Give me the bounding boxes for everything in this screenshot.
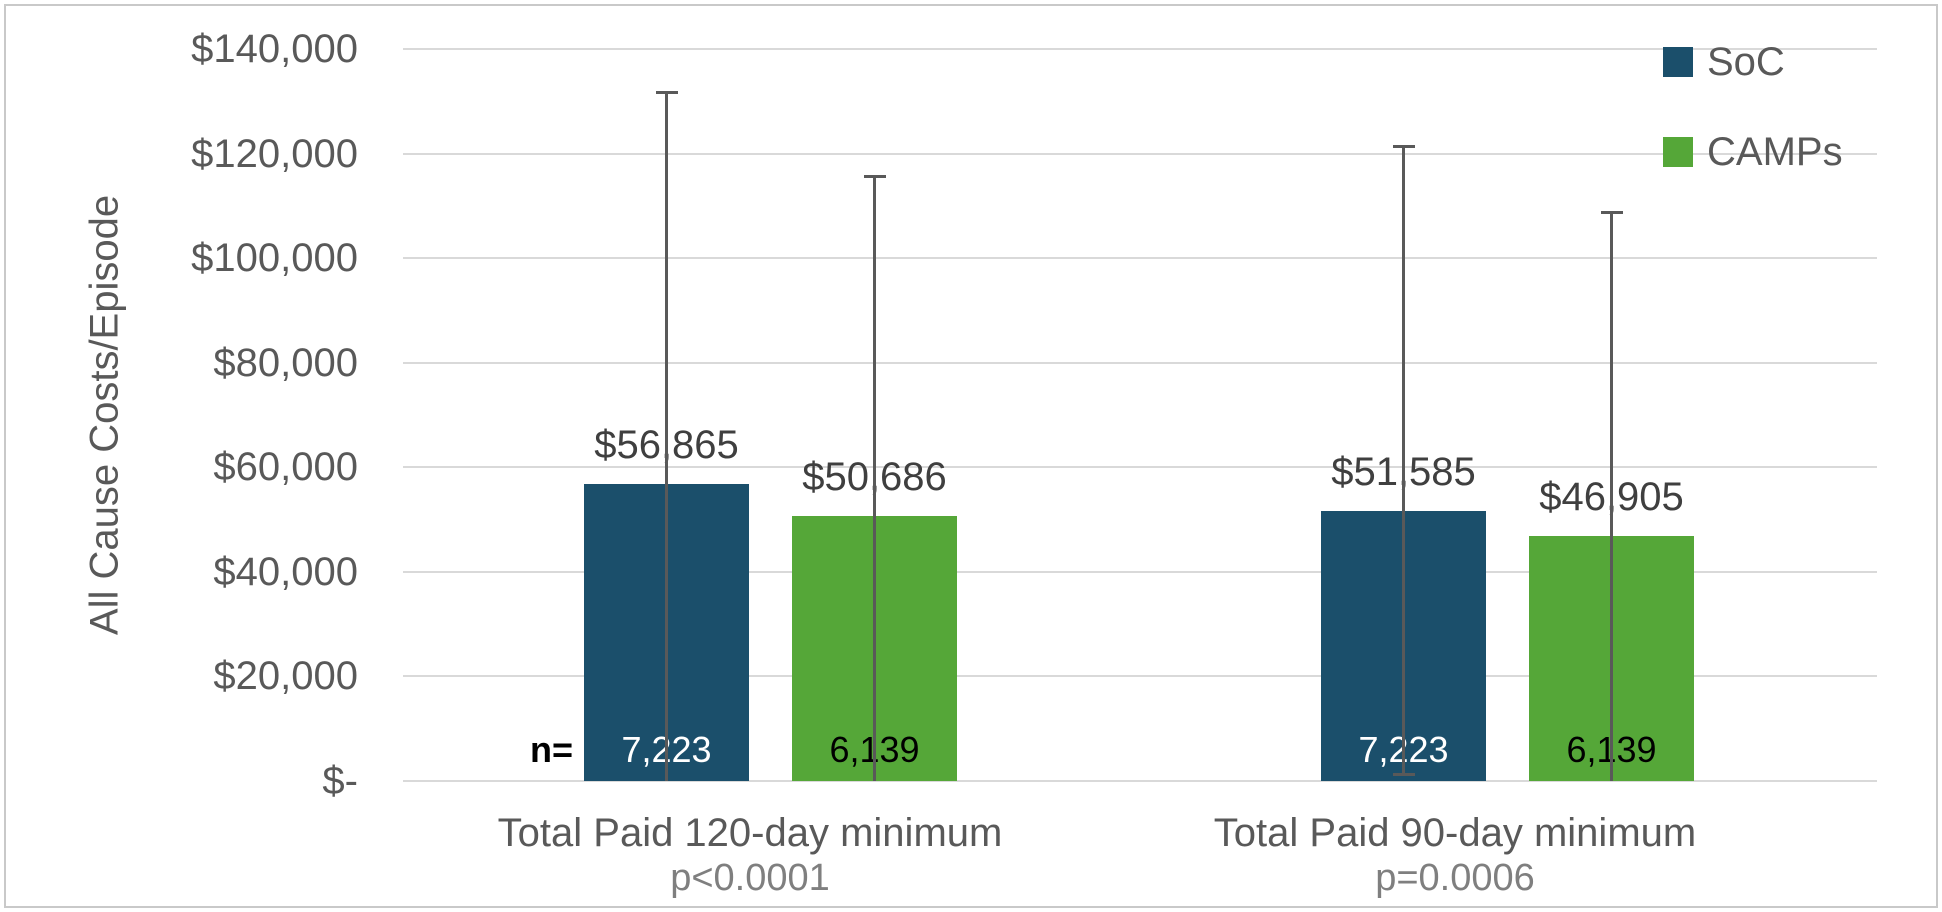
error-bar-cap: [1392, 144, 1415, 148]
error-bar-cap: [655, 90, 678, 94]
y-tick-label: $20,000: [213, 654, 358, 699]
x-category-label: Total Paid 90-day minimum: [1213, 811, 1697, 855]
n-equals-label: n=: [529, 729, 573, 770]
legend-label: SoC: [1707, 39, 1785, 84]
y-tick-label: $40,000: [213, 549, 358, 594]
legend-item-soc: SoC: [1663, 38, 1843, 86]
y-tick-label: $140,000: [191, 27, 358, 71]
gridline: [403, 152, 1877, 155]
gridline: [403, 675, 1877, 678]
category-group-90day: Total Paid 90-day minimum p=0.0006: [1085, 810, 1825, 900]
gridline: [403, 48, 1877, 50]
error-bar-line: [873, 176, 876, 781]
legend-swatch-soc: [1663, 47, 1693, 77]
gridline: [403, 780, 1877, 782]
p-value-label: p<0.0001: [670, 857, 830, 899]
gridline: [403, 466, 1877, 469]
y-tick-label: $-: [322, 759, 358, 803]
x-category-label: Total Paid 120-day minimum: [497, 811, 1003, 855]
gridline: [403, 361, 1877, 364]
error-bar-line: [665, 91, 668, 781]
plot-area: $56,865 7,223 $50,686 6,139 $51,585 7,22…: [403, 48, 1877, 782]
legend-item-camps: CAMPs: [1663, 128, 1843, 176]
p-value-label: p=0.0006: [1375, 857, 1535, 899]
error-bar-cap: [1392, 773, 1415, 777]
legend-swatch-camps: [1663, 137, 1693, 167]
category-group-120day: Total Paid 120-day minimum p<0.0001: [380, 810, 1120, 900]
error-bar-cap: [1600, 210, 1623, 214]
y-tick-label: $80,000: [213, 340, 358, 385]
y-tick-label: $60,000: [213, 445, 358, 490]
legend: SoC CAMPs: [1663, 38, 1843, 218]
y-axis-tick-labels: $140,000 $120,000 $100,000 $80,000 $60,0…: [0, 27, 358, 803]
legend-label: CAMPs: [1707, 129, 1843, 174]
y-tick-label: $100,000: [191, 236, 358, 281]
gridline: [403, 570, 1877, 573]
error-bar-line: [1402, 145, 1405, 775]
y-tick-label: $120,000: [191, 131, 358, 176]
error-bar-cap: [863, 175, 886, 179]
error-bar-line: [1610, 211, 1613, 781]
gridline: [403, 257, 1877, 260]
